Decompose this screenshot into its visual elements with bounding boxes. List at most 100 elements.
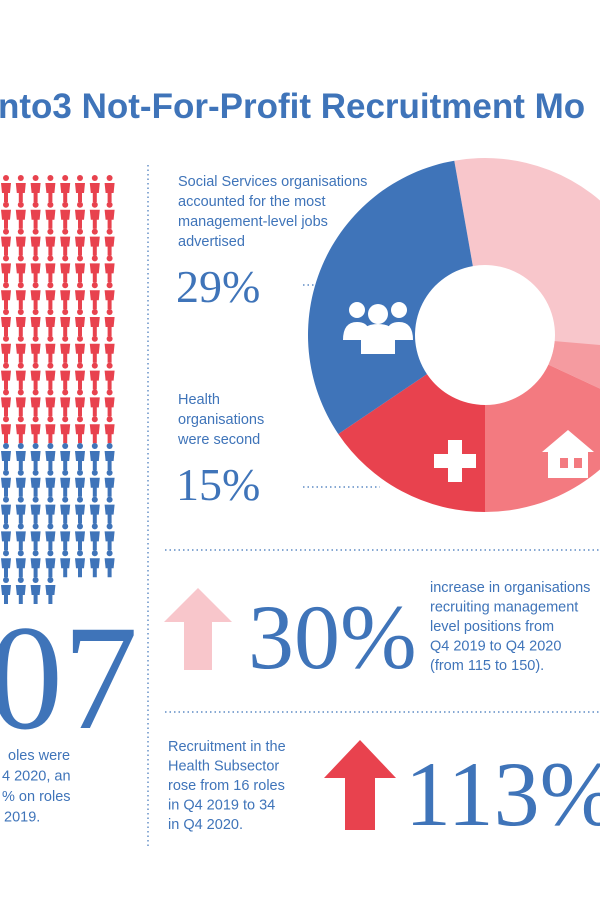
donut-segment: [485, 364, 600, 512]
head: [91, 255, 98, 262]
person-icon: [89, 496, 100, 524]
person-icon: [104, 550, 115, 578]
body: [104, 317, 115, 336]
body: [15, 585, 26, 604]
head: [106, 550, 113, 557]
person-icon: [60, 201, 71, 229]
person-icon: [45, 523, 56, 551]
person-icon: [15, 469, 26, 497]
body: [89, 477, 100, 497]
head: [62, 228, 69, 235]
person-icon: [60, 335, 71, 363]
body: [104, 558, 115, 578]
head: [32, 282, 39, 289]
head: [62, 309, 69, 315]
cross-icon: [434, 440, 476, 482]
head: [62, 175, 69, 181]
person-icon: [45, 389, 56, 417]
body: [1, 263, 11, 283]
person-icon: [104, 523, 115, 551]
head: [47, 201, 54, 208]
head: [47, 228, 54, 235]
body: [45, 370, 56, 390]
body: [104, 504, 115, 524]
person-icon: [30, 389, 41, 417]
people-grid: [1, 175, 115, 604]
body: [104, 531, 115, 551]
person-icon: [45, 362, 56, 390]
person-icon: [60, 416, 71, 444]
body: [30, 370, 41, 390]
head: [47, 496, 54, 503]
head: [77, 416, 83, 423]
person-icon: [15, 228, 26, 256]
body: [104, 424, 115, 444]
head: [91, 309, 98, 315]
body: [89, 263, 100, 283]
head: [77, 335, 83, 342]
person-icon: [15, 201, 26, 229]
head: [91, 469, 98, 476]
body: [15, 209, 26, 229]
head: [391, 302, 407, 318]
house-icon: [542, 430, 594, 478]
body: [30, 424, 41, 444]
head: [62, 362, 69, 369]
head: [32, 255, 39, 262]
person-icon: [15, 175, 26, 202]
body: [30, 477, 41, 497]
head: [3, 335, 9, 342]
person-icon: [15, 496, 26, 524]
person-icon: [60, 255, 71, 283]
person-icon: [30, 335, 41, 363]
body: [89, 397, 100, 417]
head: [106, 335, 113, 342]
body: [104, 263, 115, 283]
head: [3, 175, 9, 181]
head: [91, 416, 98, 423]
head: [3, 523, 9, 530]
head: [17, 469, 24, 476]
person-icon: [89, 443, 100, 470]
head: [106, 389, 113, 396]
person-icon: [60, 469, 71, 497]
person-icon: [60, 282, 71, 310]
head: [62, 496, 69, 503]
head: [62, 335, 69, 342]
head: [47, 282, 54, 289]
person-icon: [15, 309, 26, 336]
body: [30, 558, 41, 578]
person-icon: [89, 228, 100, 256]
person-icon: [104, 255, 115, 283]
person-icon: [30, 255, 41, 283]
person-icon: [30, 523, 41, 551]
person-icon: [60, 175, 71, 202]
head: [32, 416, 39, 423]
callouts: Social Services organisations accounted f…: [176, 174, 367, 510]
person-icon: [75, 523, 85, 551]
head: [3, 496, 9, 503]
person-icon: [45, 443, 56, 470]
person-icon: [75, 416, 85, 444]
body: [89, 236, 100, 256]
body: [89, 531, 100, 551]
head: [62, 469, 69, 476]
head: [62, 550, 69, 557]
body: [104, 343, 115, 363]
head: [62, 416, 69, 423]
body: [15, 370, 26, 390]
person-icon: [60, 309, 71, 336]
body: [75, 317, 85, 336]
text-line: (from 115 to 150).: [430, 658, 544, 674]
head: [106, 362, 113, 369]
big-figure: 07: [0, 595, 138, 761]
person-icon: [75, 389, 85, 417]
person-icon: [104, 201, 115, 229]
person-icon: [89, 550, 100, 578]
head: [106, 175, 113, 181]
body: [60, 477, 71, 497]
group-icon: [343, 302, 413, 354]
body: [89, 317, 100, 336]
person-icon: [45, 201, 56, 229]
person-icon: [45, 335, 56, 363]
